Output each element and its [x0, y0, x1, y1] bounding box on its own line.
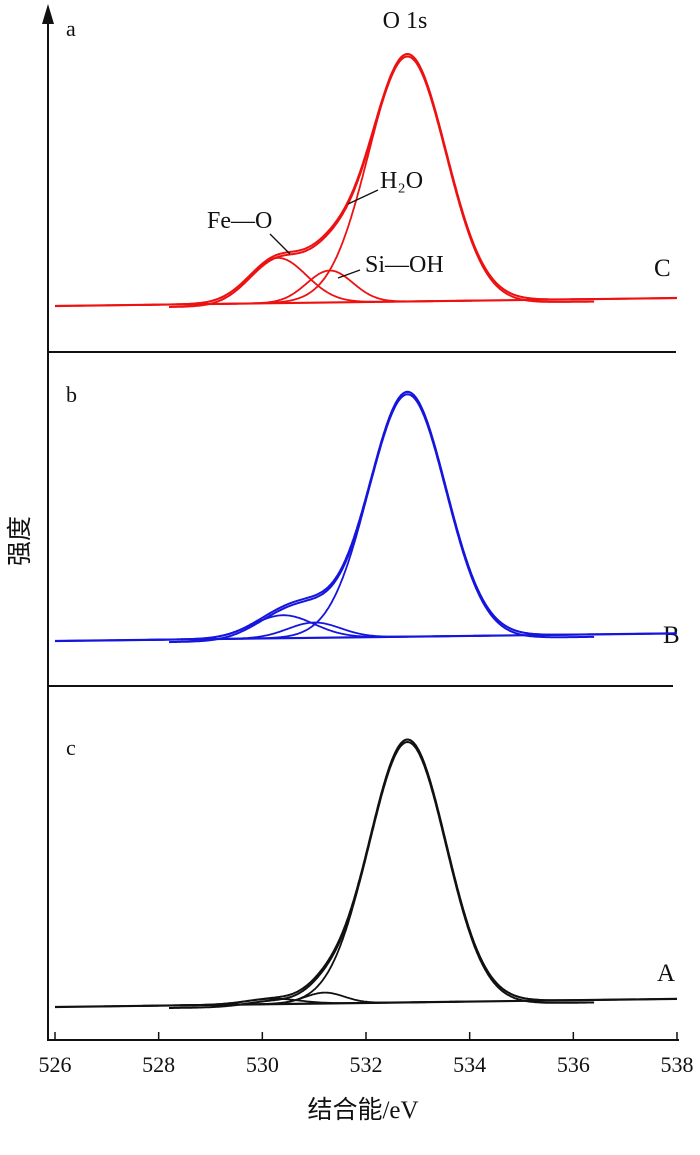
- panel-a: a C O 1s H₂O Fe—O Si—OH: [54, 8, 678, 308]
- sample-label: B: [663, 622, 680, 649]
- component-peak-line: [135, 391, 677, 641]
- peak-annotation: H₂O: [380, 168, 423, 194]
- panel-letter: c: [66, 735, 76, 760]
- x-tick-label: 528: [142, 1052, 175, 1077]
- x-tick-label: 536: [557, 1052, 590, 1077]
- fit-line: [169, 393, 595, 644]
- x-tick-label: 530: [246, 1052, 279, 1077]
- panel-letter: b: [66, 382, 77, 407]
- x-tick-label: 532: [350, 1052, 383, 1077]
- y-axis-arrow-icon: [42, 4, 54, 24]
- sample-label: C: [654, 255, 671, 282]
- x-tick-label: 534: [453, 1052, 486, 1077]
- y-axis-title: 强度: [6, 516, 34, 566]
- sample-label: A: [657, 960, 675, 987]
- annotation-pointer: [337, 269, 361, 279]
- peak-annotation: Si—OH: [365, 252, 444, 278]
- fit-line: [169, 740, 595, 1009]
- component-peak-line: [135, 738, 677, 1007]
- panel-letter: a: [66, 16, 76, 41]
- x-axis-title: 结合能/eV: [307, 1096, 418, 1124]
- x-tick-label: 526: [39, 1052, 72, 1077]
- x-tick-label: 538: [661, 1052, 694, 1077]
- envelope-line: [169, 390, 595, 641]
- panel-c: cA: [54, 735, 678, 1009]
- peak-annotation: O 1s: [383, 8, 428, 34]
- fit-line: [169, 55, 595, 308]
- panel-b: bB: [54, 382, 680, 649]
- component-peak-line: [166, 269, 493, 306]
- peak-annotation: Fe—O: [207, 208, 272, 234]
- envelope-line: [169, 738, 595, 1007]
- annotation-pointer: [347, 189, 379, 205]
- annotation-pointer: [269, 233, 291, 255]
- x-tick-group: 526 528 530 532 534 536 538: [39, 1032, 694, 1077]
